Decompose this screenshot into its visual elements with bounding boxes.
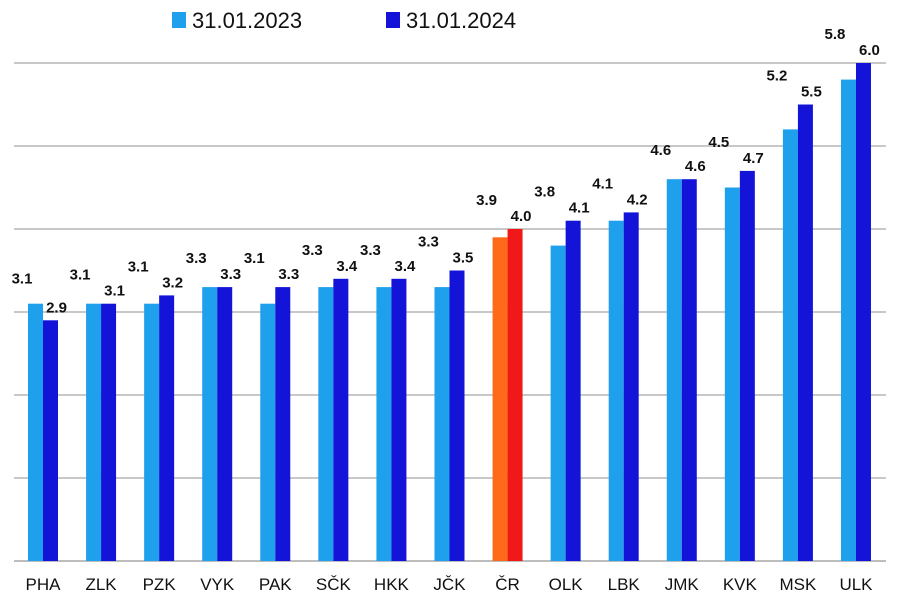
data-label-ULK-series-2: 6.0 [859,42,880,59]
data-label-SČK-series-1: 3.3 [302,242,323,259]
bar-JMK-series-2 [681,179,697,561]
x-tick-label: MSK [779,575,817,594]
bar-PHA-series-2 [43,320,58,561]
legend-swatch-series-2 [386,12,400,28]
data-label-ZLK-series-2: 3.1 [104,283,125,300]
data-label-PAK-series-1: 3.1 [244,250,265,267]
data-label-LBK-series-1: 4.1 [592,175,613,192]
data-label-JMK-series-1: 4.6 [650,142,671,159]
bar-VYK-series-2 [217,287,233,561]
data-label-JČK-series-1: 3.3 [418,234,439,251]
data-label-ČR-series-2: 4.0 [511,208,532,225]
bar-LBK-series-2 [623,212,639,561]
data-label-HKK-series-1: 3.3 [360,242,381,259]
bar-OLK-series-1 [550,245,566,561]
data-label-OLK-series-2: 4.1 [569,200,590,217]
bar-PAK-series-1 [260,303,276,561]
data-label-PZK-series-2: 3.2 [162,274,183,291]
data-label-VYK-series-2: 3.3 [220,266,241,283]
bar-KVK-series-2 [739,170,755,561]
data-label-JČK-series-2: 3.5 [453,250,474,267]
data-label-SČK-series-2: 3.4 [336,258,358,275]
data-label-MSK-series-1: 5.2 [766,68,787,85]
bar-ČR-series-1 [492,237,508,562]
bar-ZLK-series-1 [86,303,102,561]
data-label-KVK-series-1: 4.5 [708,134,729,151]
x-tick-label: JČK [433,575,466,594]
bar-ULK-series-2 [855,63,871,561]
x-tick-label: ZLK [85,575,117,594]
data-label-MSK-series-2: 5.5 [801,84,822,101]
bars [28,63,871,562]
x-axis-tick-labels: PHA ZLK PZK VYK PAK SČK HKK JČK ČR OLK LBK JMK KVK MS… [26,575,874,594]
bar-ULK-series-1 [840,79,856,561]
x-tick-label: PAK [259,575,292,594]
bar-PAK-series-2 [275,287,291,561]
bar-OLK-series-2 [565,220,581,561]
data-labels: 3.12.93.13.13.13.23.33.33.13.33.33.43.33… [12,26,880,316]
data-label-PHA-series-1: 3.1 [12,271,33,288]
data-label-HKK-series-2: 3.4 [394,258,416,275]
x-tick-label: JMK [665,575,700,594]
bar-JČK-series-1 [434,287,450,561]
legend-label-series-2: 31.01.2024 [406,8,516,33]
legend: 31.01.2023 31.01.2024 [172,8,516,33]
bar-LBK-series-1 [608,220,624,561]
legend-label-series-1: 31.01.2023 [192,8,302,33]
data-label-PZK-series-1: 3.1 [128,258,149,275]
x-tick-label: PHA [26,575,62,594]
x-tick-label: PZK [143,575,177,594]
bar-PZK-series-2 [159,295,175,561]
bar-VYK-series-1 [202,287,218,561]
bar-HKK-series-2 [391,278,407,561]
x-tick-label: LBK [608,575,641,594]
x-tick-label: KVK [723,575,758,594]
x-tick-label: OLK [549,575,584,594]
data-label-ČR-series-1: 3.9 [476,192,497,209]
bar-JMK-series-1 [666,179,682,561]
x-tick-label: ČR [495,575,520,594]
legend-swatch-series-1 [172,12,186,28]
data-label-ULK-series-1: 5.8 [825,26,846,43]
data-label-KVK-series-2: 4.7 [743,150,764,167]
bar-MSK-series-1 [782,129,798,561]
bar-ČR-series-2 [507,229,523,561]
data-label-VYK-series-1: 3.3 [186,250,207,267]
bar-PHA-series-1 [28,303,43,561]
x-tick-label: HKK [374,575,410,594]
data-label-LBK-series-2: 4.2 [627,191,648,208]
data-label-PAK-series-2: 3.3 [278,266,299,283]
data-label-OLK-series-1: 3.8 [534,184,555,201]
bar-KVK-series-1 [724,187,740,561]
bar-JČK-series-2 [449,270,465,561]
x-tick-label: SČK [316,575,352,594]
data-label-JMK-series-2: 4.6 [685,158,706,175]
x-tick-label: ULK [839,575,873,594]
data-label-ZLK-series-1: 3.1 [70,267,91,284]
bar-SČK-series-1 [318,287,334,561]
bar-PZK-series-1 [144,303,160,561]
x-tick-label: VYK [200,575,235,594]
data-label-PHA-series-2: 2.9 [46,299,67,316]
bar-ZLK-series-2 [101,303,117,561]
bar-HKK-series-1 [376,287,392,561]
bar-SČK-series-2 [333,278,349,561]
bar-MSK-series-2 [797,104,813,561]
